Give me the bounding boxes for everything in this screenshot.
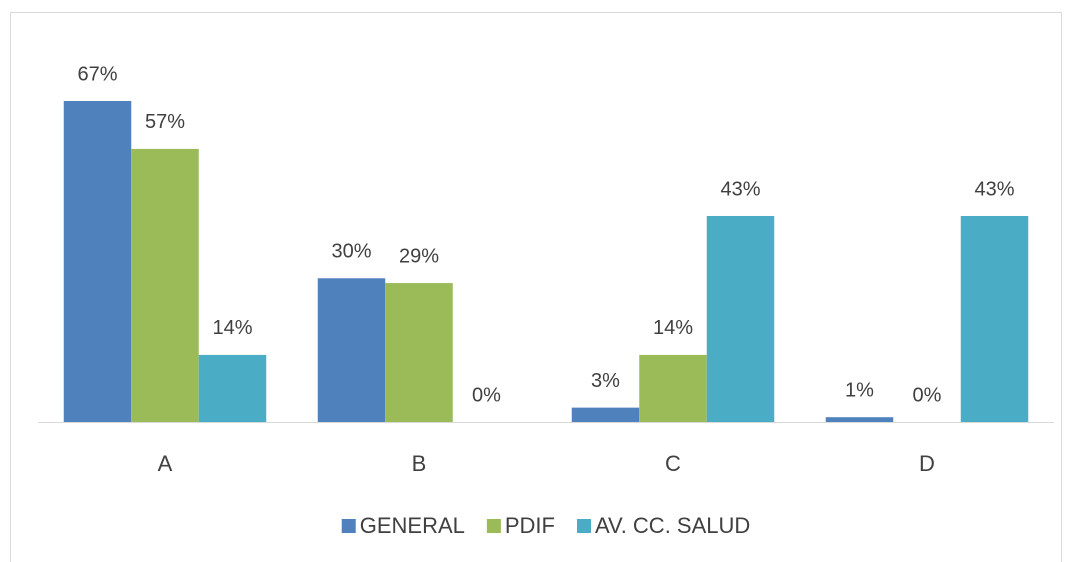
data-label: 3% bbox=[591, 370, 620, 392]
bar bbox=[639, 354, 707, 422]
data-label: 14% bbox=[212, 317, 252, 339]
data-label: 0% bbox=[472, 384, 501, 406]
data-label: 1% bbox=[845, 379, 874, 401]
legend-label: GENERAL bbox=[360, 513, 465, 538]
bar bbox=[825, 417, 894, 422]
data-label: 57% bbox=[145, 111, 185, 133]
bar bbox=[706, 215, 775, 422]
x-tick-label: A bbox=[158, 451, 173, 476]
data-label: 29% bbox=[399, 245, 439, 267]
legend-label: PDIF bbox=[505, 513, 555, 538]
data-label: 43% bbox=[720, 178, 760, 200]
legend-swatch bbox=[486, 519, 501, 533]
x-tick-label: C bbox=[665, 451, 681, 476]
bar bbox=[131, 148, 199, 422]
bar bbox=[317, 278, 386, 422]
x-tick-label: B bbox=[412, 451, 427, 476]
bar bbox=[385, 283, 453, 422]
bar bbox=[63, 101, 132, 422]
bar bbox=[198, 354, 267, 422]
legend-label: AV. CC. SALUD bbox=[595, 513, 750, 538]
data-label: 30% bbox=[331, 241, 371, 263]
x-tick-label: D bbox=[919, 451, 935, 476]
data-label: 0% bbox=[913, 384, 942, 406]
data-label: 43% bbox=[974, 178, 1014, 200]
legend-swatch bbox=[341, 519, 356, 533]
data-label: 14% bbox=[653, 317, 693, 339]
legend-swatch bbox=[577, 519, 591, 533]
bar bbox=[960, 215, 1029, 422]
bar bbox=[571, 407, 640, 422]
data-label: 67% bbox=[77, 63, 117, 85]
